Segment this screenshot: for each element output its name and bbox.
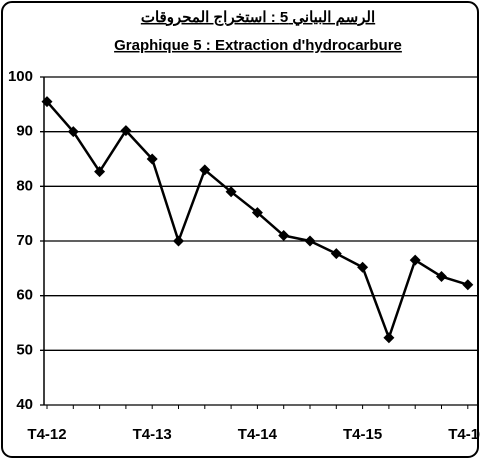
data-point [225, 186, 237, 198]
y-tick-label: 60 [16, 287, 33, 304]
y-tick-label: 50 [16, 341, 33, 358]
data-point [94, 166, 106, 178]
y-tick-label: 80 [16, 177, 33, 194]
y-tick-label: 70 [16, 232, 33, 249]
data-point [41, 96, 53, 108]
data-point [409, 254, 421, 266]
y-tick-label: 40 [16, 396, 33, 413]
x-tick-label: T4-12 [27, 426, 66, 443]
data-point [251, 207, 263, 219]
data-point [146, 153, 158, 165]
x-tick-label: T4-15 [343, 426, 382, 443]
data-point [357, 261, 369, 273]
data-point [173, 235, 184, 247]
x-tick-label: T4-14 [238, 426, 278, 443]
data-point [67, 126, 79, 138]
data-point [436, 271, 447, 283]
data-point [304, 235, 316, 247]
data-point [330, 248, 342, 260]
y-tick-label: 90 [16, 123, 33, 140]
x-tick-label: T4-13 [133, 426, 172, 443]
data-point [199, 164, 211, 176]
chart-subtitle: Graphique 5 : Extraction d'hydrocarbure [114, 37, 402, 54]
chart-title: الرسم البياني 5 : استخراج المحروقات [141, 9, 375, 27]
y-tick-label: 100 [8, 68, 33, 85]
data-point [462, 279, 474, 291]
x-tick-label: T4-16 [448, 426, 480, 443]
data-point [120, 125, 132, 137]
data-point [383, 332, 395, 344]
data-point [278, 230, 290, 242]
